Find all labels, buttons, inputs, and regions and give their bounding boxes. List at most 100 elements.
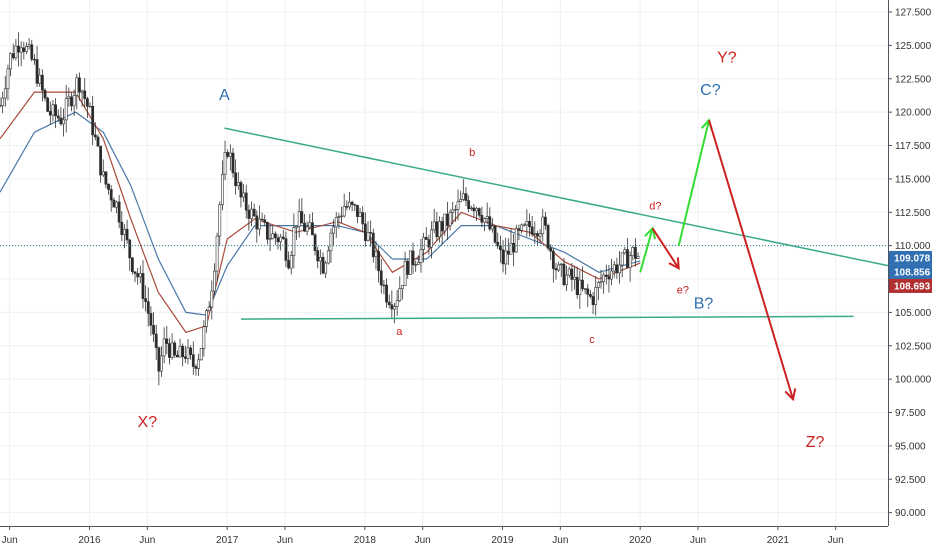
candle-body bbox=[326, 250, 330, 264]
candle-body bbox=[316, 250, 320, 262]
candle-body bbox=[549, 247, 553, 252]
candle-body bbox=[636, 256, 640, 259]
projection-arrow bbox=[708, 119, 794, 400]
candle-body bbox=[620, 252, 624, 266]
candle-body bbox=[401, 285, 404, 289]
candle-body bbox=[520, 224, 523, 231]
y-tick-label: 125.000 bbox=[895, 41, 932, 52]
candle-body bbox=[408, 250, 412, 275]
candle-body bbox=[387, 301, 391, 306]
moving-average-1 bbox=[0, 111, 641, 316]
candle-body bbox=[22, 47, 26, 52]
candle-body bbox=[138, 273, 142, 278]
candle-body bbox=[303, 222, 306, 232]
x-tick-label: 2020 bbox=[629, 535, 652, 546]
candle-body bbox=[128, 239, 132, 259]
candle-body bbox=[530, 226, 534, 235]
candle-body bbox=[443, 213, 447, 232]
candle-body bbox=[85, 98, 89, 107]
candle-body bbox=[96, 136, 100, 147]
candle-body bbox=[599, 281, 603, 283]
y-tick-label: 117.500 bbox=[895, 141, 931, 152]
candle-body bbox=[173, 342, 177, 356]
candle-body bbox=[19, 47, 23, 53]
candle-body bbox=[154, 333, 158, 348]
candle-body bbox=[67, 96, 71, 99]
candle-body bbox=[618, 264, 621, 274]
candle-body bbox=[40, 74, 44, 91]
candle-body bbox=[594, 287, 598, 305]
candle-body bbox=[125, 228, 129, 241]
candle-body bbox=[353, 204, 357, 206]
candle-body bbox=[99, 145, 103, 176]
candle-body bbox=[358, 212, 362, 217]
candle-body bbox=[342, 206, 346, 217]
candle-body bbox=[340, 215, 343, 218]
candle-body bbox=[596, 282, 600, 288]
arrow-head bbox=[784, 388, 797, 402]
candle-body bbox=[337, 216, 341, 218]
candle-body bbox=[88, 105, 92, 108]
projection-arrow bbox=[651, 227, 680, 269]
candle-body bbox=[318, 256, 322, 262]
candle-body bbox=[43, 89, 47, 99]
wave-labels: A X? a b c d? e? B? C? Y? Z? bbox=[138, 50, 825, 451]
candle-body bbox=[207, 306, 211, 311]
candle-body bbox=[591, 296, 595, 305]
candle-body bbox=[202, 326, 206, 349]
candle-body bbox=[170, 342, 174, 358]
candle-body bbox=[509, 243, 513, 255]
candle-body bbox=[120, 221, 124, 235]
candle-body bbox=[430, 229, 433, 248]
candle-body bbox=[554, 268, 558, 271]
candle-body bbox=[313, 234, 317, 251]
candle-body bbox=[14, 45, 18, 59]
projection-arrow bbox=[639, 228, 654, 273]
candle-body bbox=[93, 134, 97, 138]
candle-body bbox=[390, 304, 394, 310]
candle-body bbox=[59, 117, 63, 125]
trendline bbox=[240, 315, 854, 320]
candle-body bbox=[183, 356, 187, 359]
candle-body bbox=[109, 189, 113, 201]
candle-body bbox=[363, 223, 367, 241]
candle-body bbox=[565, 274, 568, 285]
candle-body bbox=[612, 264, 616, 272]
candle-body bbox=[393, 306, 396, 310]
candle-body bbox=[448, 212, 452, 226]
candle-body bbox=[324, 262, 328, 274]
candle-body bbox=[1, 97, 5, 106]
candle-body bbox=[70, 96, 73, 107]
candle-body bbox=[348, 201, 351, 208]
candle-body bbox=[117, 201, 121, 223]
candle-body bbox=[149, 313, 153, 326]
candle-body bbox=[35, 59, 39, 84]
candle-body bbox=[514, 228, 518, 253]
candle-body bbox=[56, 115, 60, 119]
price-label-bg bbox=[889, 264, 932, 279]
candle-body bbox=[623, 249, 627, 254]
candle-body bbox=[477, 208, 481, 216]
candle-body bbox=[72, 95, 76, 107]
price-label-bg bbox=[889, 250, 932, 265]
wave-label: A bbox=[219, 87, 230, 104]
candle-body bbox=[0, 105, 2, 107]
candle-body bbox=[104, 171, 108, 185]
candle-body bbox=[379, 270, 383, 286]
candle-body bbox=[281, 236, 285, 239]
candle-body bbox=[308, 222, 312, 228]
candle-body bbox=[559, 263, 563, 266]
candle-body bbox=[472, 207, 476, 212]
candle-body bbox=[525, 221, 529, 226]
candle-body bbox=[80, 90, 84, 93]
candle-body bbox=[17, 45, 20, 53]
x-tick-label: 2018 bbox=[354, 535, 377, 546]
candle-body bbox=[406, 260, 410, 275]
candle-body bbox=[236, 182, 240, 186]
candle-body bbox=[54, 104, 57, 117]
candle-body bbox=[536, 233, 539, 237]
candle-body bbox=[398, 288, 402, 301]
candle-body bbox=[186, 347, 190, 359]
